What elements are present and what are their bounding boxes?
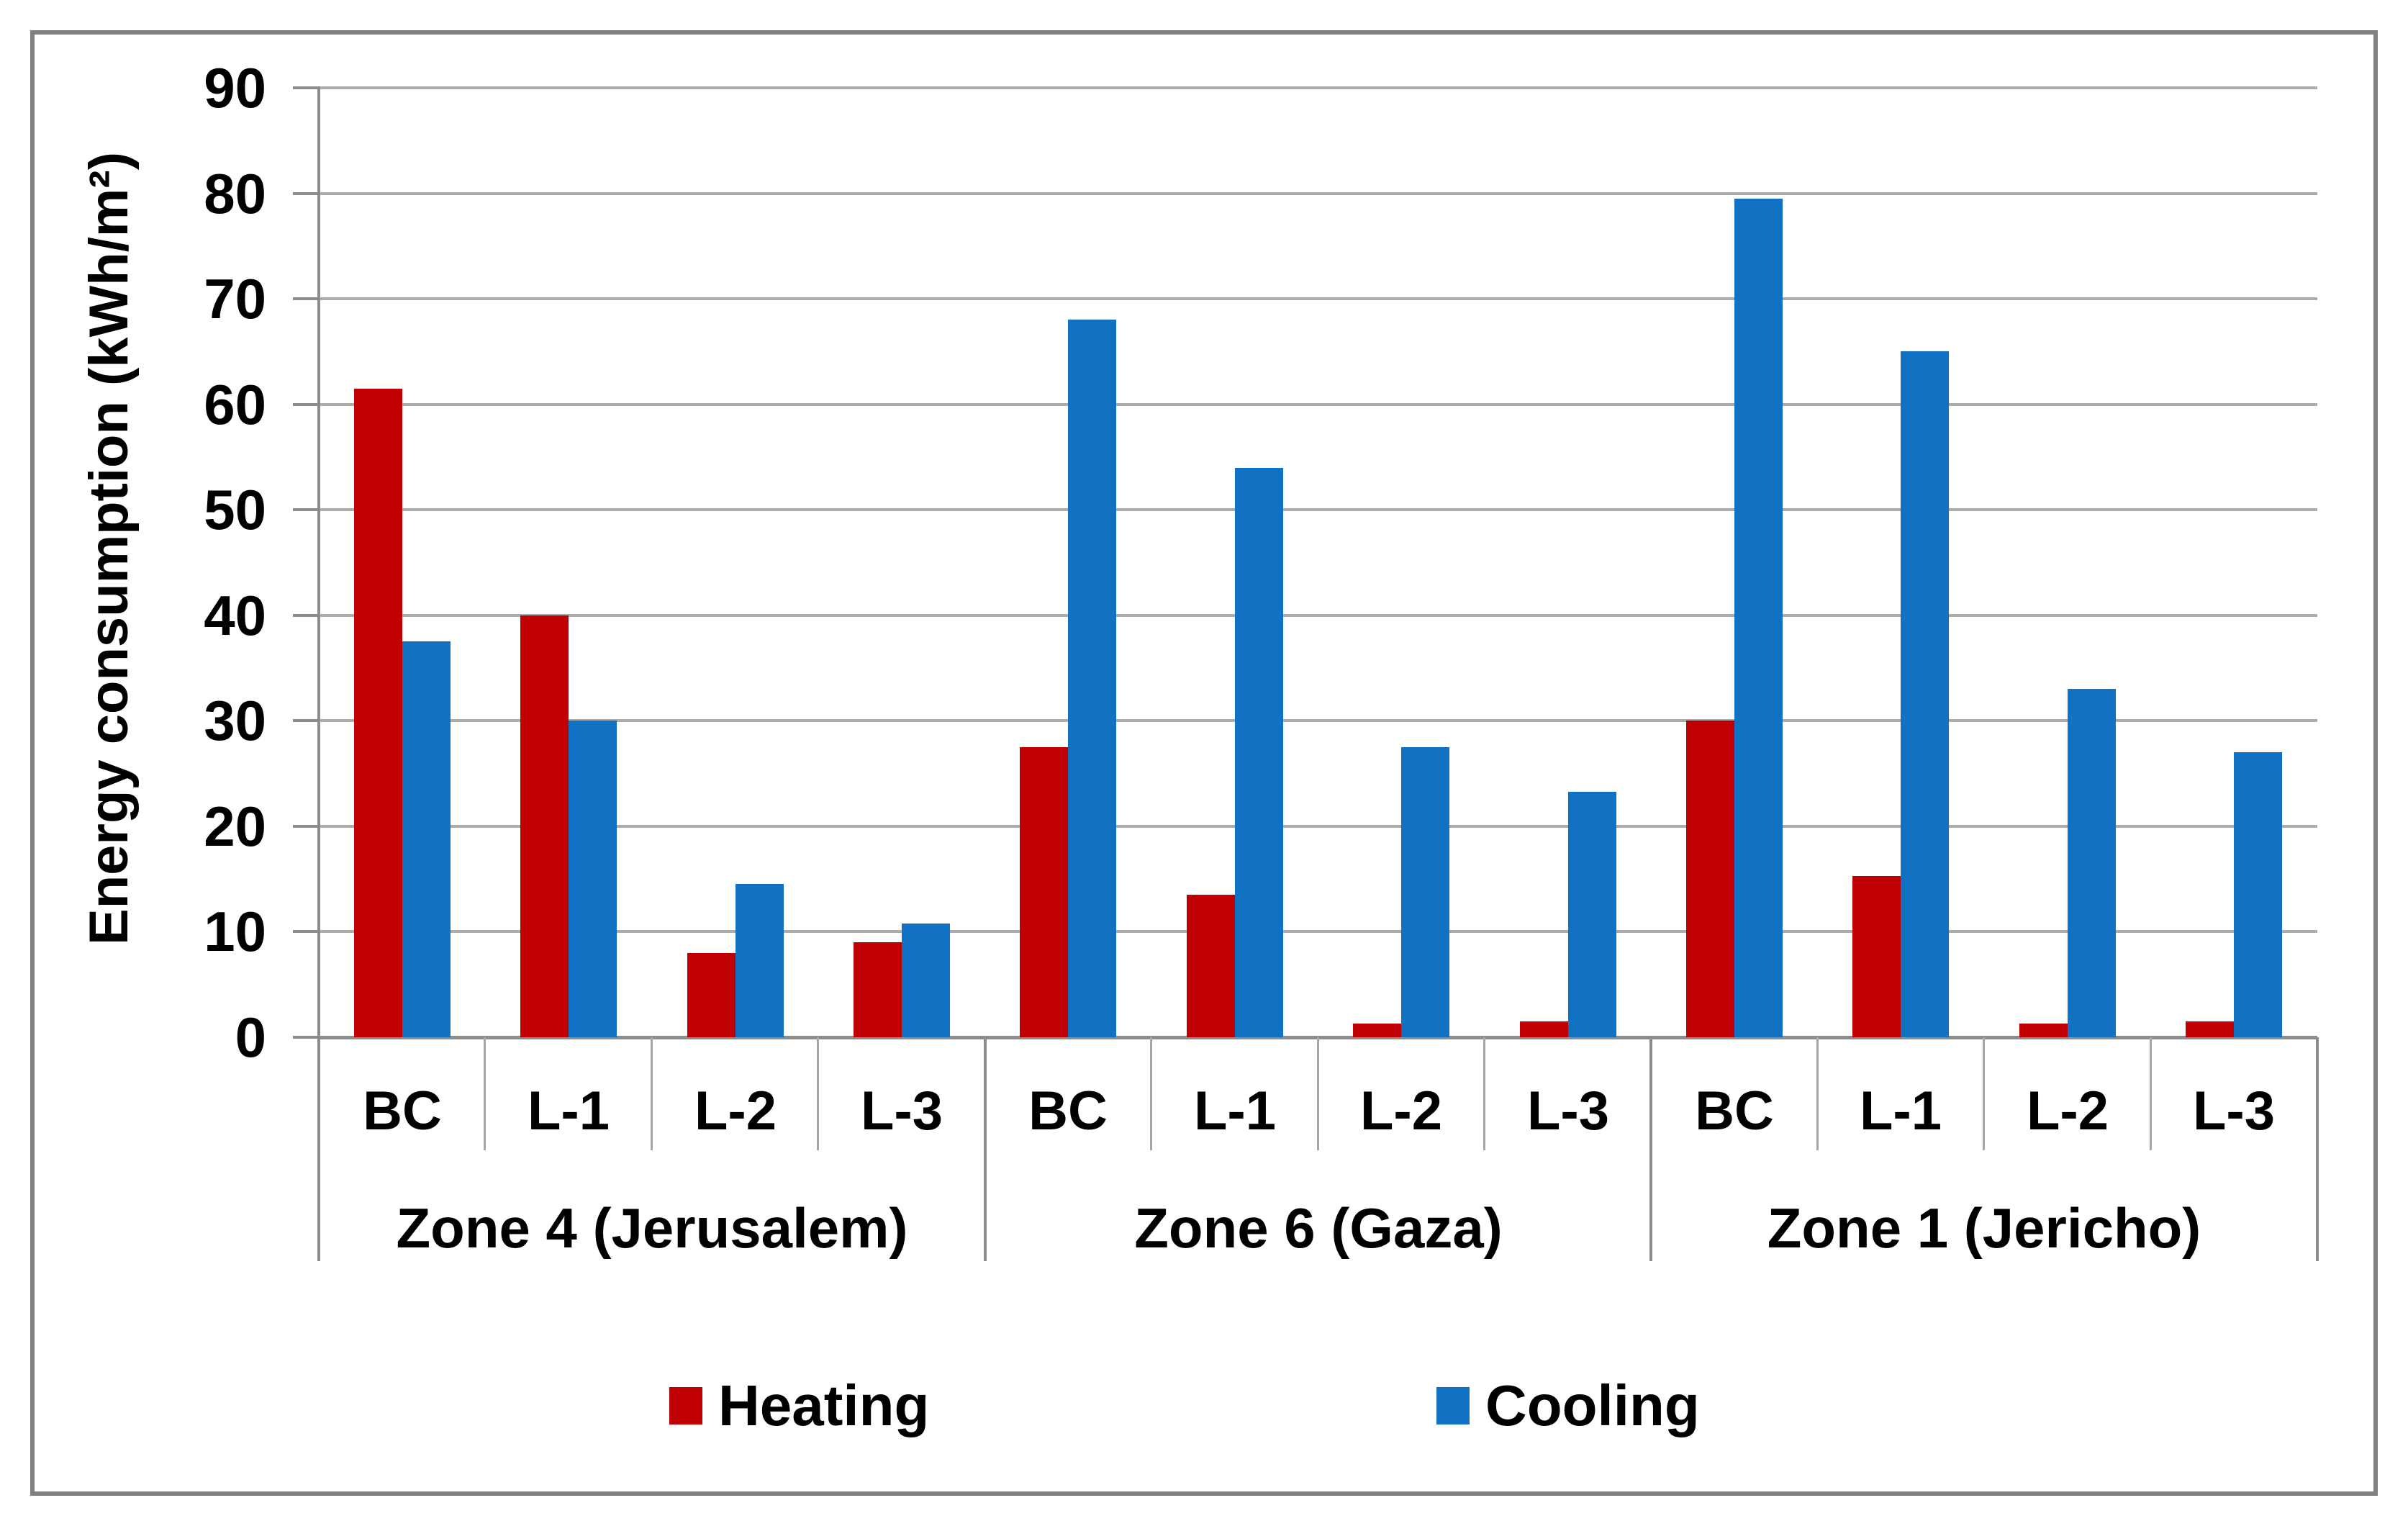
- bar-heating-zone3-L-3: [2186, 1021, 2234, 1037]
- category-separator-11: [2150, 1037, 2152, 1150]
- bar-cooling-zone1-BC: [402, 641, 451, 1037]
- bar-cooling-zone3-L-2: [2068, 689, 2116, 1037]
- category-separator-9: [1816, 1037, 1819, 1150]
- bar-cooling-zone1-L-2: [735, 884, 784, 1037]
- category-separator-2: [651, 1037, 653, 1150]
- category-separator-7: [1483, 1037, 1485, 1150]
- x-category-label-4: L-3: [861, 1080, 943, 1142]
- x-category-label-3: L-2: [694, 1080, 777, 1142]
- y-axis-tick-label-80: 80: [204, 162, 266, 225]
- legend-label-heating: Heating: [718, 1373, 930, 1437]
- legend-label-cooling: Cooling: [1485, 1373, 1700, 1437]
- y-axis-tick-0: [293, 1036, 319, 1039]
- y-axis-tick-label-60: 60: [204, 373, 266, 436]
- bar-heating-zone1-L-3: [854, 942, 902, 1037]
- bar-cooling-zone3-L-1: [1901, 351, 1949, 1037]
- cooling-swatch: [1436, 1387, 1470, 1425]
- x-category-label-9: BC: [1695, 1080, 1774, 1142]
- y-axis-tick-label-0: 0: [235, 1006, 266, 1069]
- y-axis-line: [317, 86, 320, 1261]
- bar-heating-zone3-BC: [1686, 721, 1734, 1037]
- bar-cooling-zone2-L-1: [1235, 468, 1283, 1037]
- gridline-50: [319, 508, 2317, 511]
- y-axis-tick-label-70: 70: [204, 267, 266, 330]
- category-separator-3: [817, 1037, 819, 1150]
- x-category-label-6: L-1: [1194, 1080, 1276, 1142]
- y-axis-tick-30: [293, 719, 319, 722]
- heating-swatch: [669, 1387, 702, 1425]
- zone-separator-3: [2316, 1037, 2319, 1261]
- y-axis-tick-60: [293, 403, 319, 406]
- x-category-label-2: L-1: [528, 1080, 610, 1142]
- legend: Heating Cooling: [0, 1368, 2408, 1454]
- zone-separator-2: [1649, 1037, 1652, 1261]
- gridline-80: [319, 192, 2317, 195]
- gridline-70: [319, 297, 2317, 300]
- x-category-label-12: L-3: [2193, 1080, 2275, 1142]
- category-separator-6: [1317, 1037, 1319, 1150]
- x-category-label-8: L-3: [1527, 1080, 1609, 1142]
- gridline-20: [319, 825, 2317, 828]
- y-axis-title: Energy consumption (kWh/m²): [78, 152, 140, 945]
- gridline-90: [319, 86, 2317, 89]
- bar-heating-zone1-L-2: [687, 953, 735, 1037]
- legend-item-heating: Heating: [669, 1373, 929, 1438]
- x-category-label-1: BC: [363, 1080, 442, 1142]
- y-axis-tick-50: [293, 508, 319, 511]
- bar-cooling-zone1-L-3: [902, 924, 950, 1037]
- category-separator-10: [1983, 1037, 1985, 1150]
- gridline-30: [319, 719, 2317, 722]
- x-category-label-11: L-2: [2027, 1080, 2109, 1142]
- category-separator-1: [484, 1037, 486, 1150]
- x-category-label-7: L-2: [1360, 1080, 1442, 1142]
- bar-cooling-zone3-BC: [1734, 199, 1783, 1037]
- y-axis-tick-label-40: 40: [204, 584, 266, 647]
- gridline-60: [319, 403, 2317, 406]
- y-axis-tick-90: [293, 86, 319, 89]
- bar-heating-zone3-L-2: [2019, 1024, 2068, 1037]
- y-axis-tick-label-30: 30: [204, 689, 266, 752]
- x-zone-label-1: Zone 4 (Jerusalem): [396, 1196, 908, 1260]
- y-axis-tick-label-20: 20: [204, 795, 266, 858]
- zone-separator-1: [984, 1037, 987, 1261]
- bar-cooling-zone3-L-3: [2234, 752, 2282, 1037]
- y-axis-tick-label-50: 50: [204, 478, 266, 541]
- y-axis-tick-40: [293, 614, 319, 617]
- x-category-label-10: L-1: [1860, 1080, 1942, 1142]
- bar-heating-zone2-L-2: [1353, 1024, 1401, 1037]
- category-separator-5: [1150, 1037, 1152, 1150]
- gridline-10: [319, 930, 2317, 933]
- legend-item-cooling: Cooling: [1436, 1373, 1700, 1438]
- bar-heating-zone2-L-3: [1520, 1021, 1568, 1037]
- y-axis-tick-label-10: 10: [204, 900, 266, 963]
- bar-heating-zone1-BC: [354, 389, 402, 1037]
- y-axis-tick-10: [293, 930, 319, 933]
- y-axis-tick-20: [293, 825, 319, 828]
- bar-heating-zone2-L-1: [1187, 895, 1235, 1037]
- x-zone-label-2: Zone 6 (Gaza): [1134, 1196, 1503, 1260]
- x-zone-label-3: Zone 1 (Jericho): [1767, 1196, 2201, 1260]
- bar-cooling-zone2-BC: [1068, 320, 1116, 1037]
- bar-cooling-zone1-L-1: [569, 721, 617, 1037]
- bar-heating-zone2-BC: [1020, 747, 1068, 1037]
- bar-heating-zone1-L-1: [520, 615, 569, 1037]
- bar-heating-zone3-L-1: [1852, 876, 1901, 1037]
- y-axis-tick-label-90: 90: [204, 56, 266, 119]
- bar-cooling-zone2-L-2: [1401, 747, 1449, 1037]
- gridline-40: [319, 614, 2317, 617]
- y-axis-tick-80: [293, 192, 319, 195]
- bar-cooling-zone2-L-3: [1568, 792, 1616, 1037]
- y-axis-tick-70: [293, 297, 319, 300]
- x-category-label-5: BC: [1028, 1080, 1108, 1142]
